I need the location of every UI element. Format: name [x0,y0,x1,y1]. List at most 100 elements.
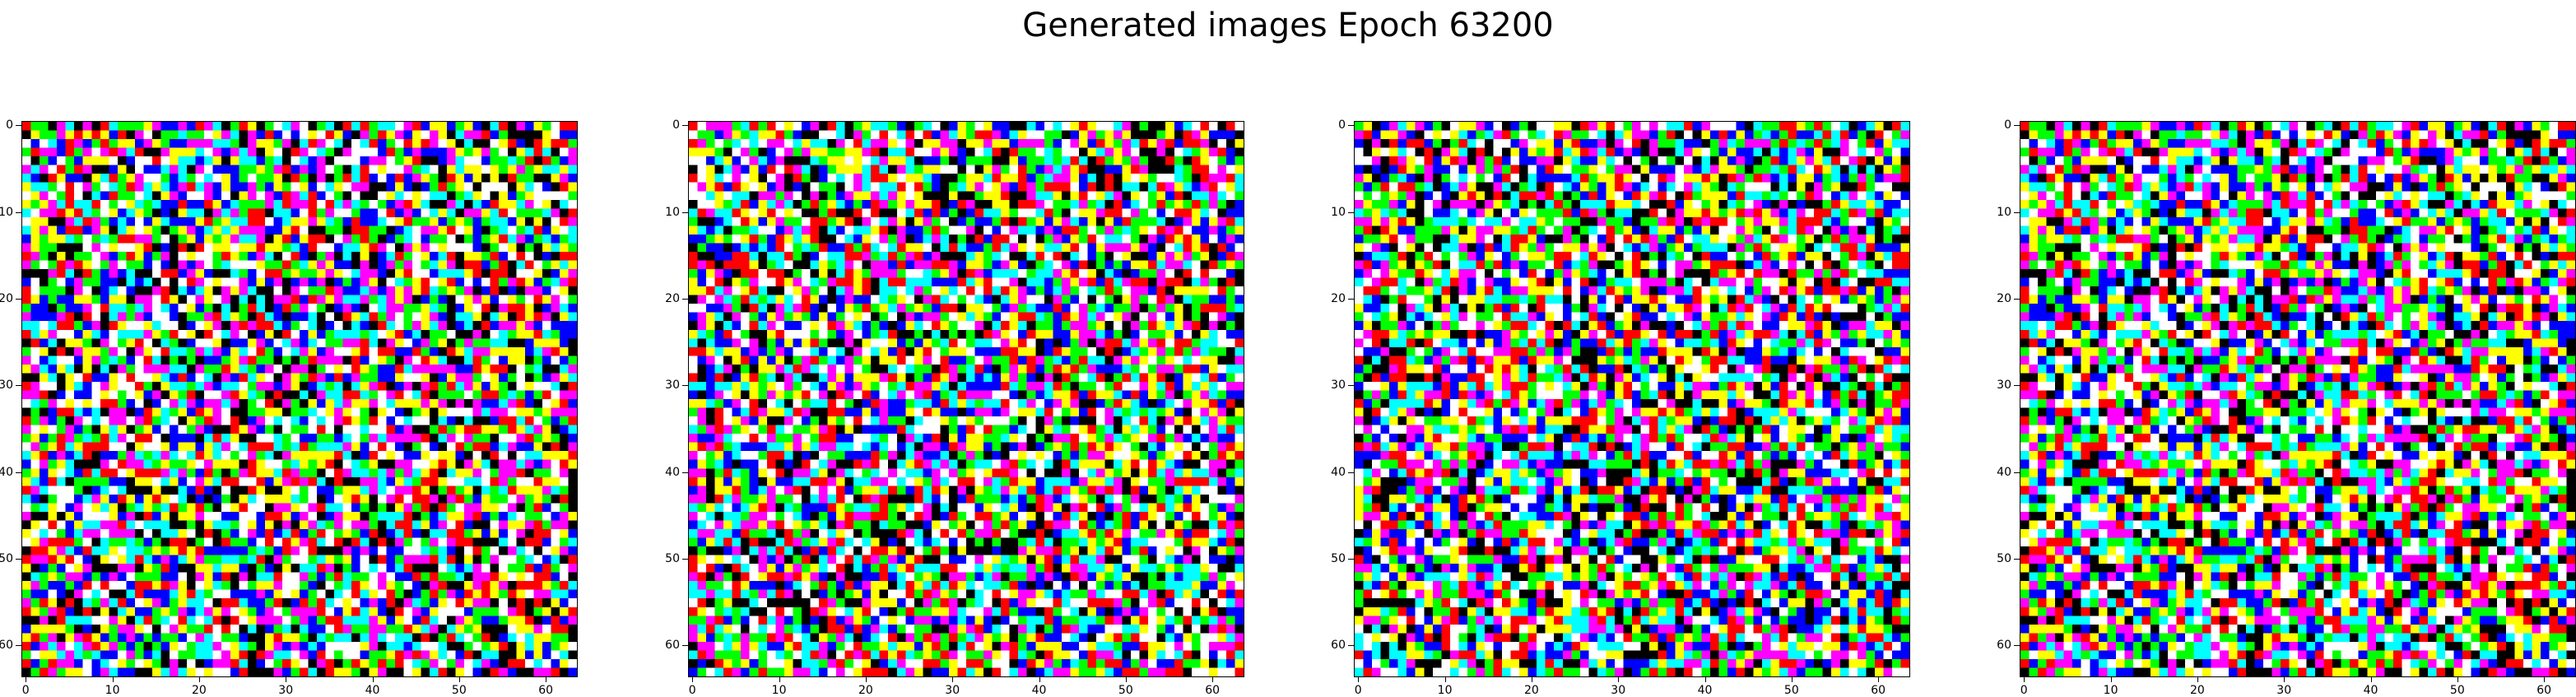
x-tick-mark [112,676,114,682]
x-tick-label: 0 [1354,684,1362,697]
y-tick-mark [1348,125,1354,127]
x-tick-label: 40 [1031,684,1047,697]
x-tick-label: 10 [2103,684,2118,697]
x-tick-mark [2370,676,2372,682]
y-tick-label: 0 [672,118,680,132]
noise-pixels [1355,122,1909,676]
y-tick-label: 20 [0,291,13,305]
noise-pixels [22,122,577,676]
x-tick-mark [1039,676,1040,682]
x-tick-mark [1125,676,1128,682]
x-tick-label: 50 [1783,684,1799,697]
x-tick-label: 60 [1205,684,1221,697]
y-tick-label: 30 [1997,379,2011,393]
x-tick-mark [2457,676,2459,682]
y-tick-mark [1348,558,1354,560]
noise-pixels [689,122,1244,676]
y-tick-mark [2014,211,2020,213]
x-tick-label: 40 [1697,684,1713,697]
y-tick-mark [682,298,688,300]
y-tick-mark [682,385,688,387]
y-tick-mark [16,472,21,473]
x-tick-label: 50 [1118,684,1133,697]
x-tick-label: 50 [451,684,467,697]
x-tick-mark [1444,676,1446,682]
y-tick-mark [682,211,688,213]
y-tick-label: 60 [1331,639,1346,653]
x-tick-label: 60 [538,684,554,697]
x-tick-label: 30 [945,684,960,697]
generated-image [2020,121,2576,677]
generated-image [21,121,578,677]
y-tick-label: 20 [1997,291,2011,305]
y-tick-label: 60 [0,639,13,653]
x-tick-mark [1791,676,1793,682]
y-tick-mark [1348,298,1354,300]
x-tick-mark [1878,676,1880,682]
y-tick-mark [2014,558,2020,560]
x-tick-mark [2197,676,2199,682]
y-tick-label: 60 [665,639,680,653]
y-tick-label: 60 [1997,639,2011,653]
x-tick-label: 0 [2020,684,2028,697]
x-tick-label: 40 [365,684,380,697]
y-tick-label: 30 [1331,379,1346,393]
y-tick-label: 10 [665,205,680,219]
x-tick-mark [372,676,374,682]
y-tick-label: 10 [1331,205,1346,219]
x-tick-label: 30 [2276,684,2292,697]
y-tick-mark [16,211,21,213]
y-tick-label: 0 [6,118,13,132]
x-tick-label: 0 [688,684,696,697]
y-tick-mark [2014,385,2020,387]
y-tick-mark [682,472,688,473]
x-tick-mark [458,676,461,682]
noise-pixels [2020,122,2575,676]
x-tick-mark [2110,676,2112,682]
y-tick-mark [16,125,21,127]
y-tick-label: 30 [0,379,13,393]
x-tick-label: 10 [1437,684,1453,697]
x-tick-label: 20 [1523,684,1539,697]
x-tick-mark [1618,676,1620,682]
x-tick-label: 0 [21,684,30,697]
y-tick-label: 50 [1997,551,2011,565]
y-tick-mark [2014,298,2020,300]
y-tick-label: 50 [1331,551,1346,565]
y-tick-mark [16,558,21,560]
generated-image [1354,121,1910,677]
y-tick-mark [2014,645,2020,647]
y-tick-mark [682,125,688,127]
x-tick-label: 50 [2449,684,2465,697]
x-tick-label: 30 [1611,684,1626,697]
x-tick-label: 10 [105,684,120,697]
x-tick-mark [2544,676,2546,682]
y-tick-mark [1348,385,1354,387]
x-tick-label: 60 [1871,684,1886,697]
y-tick-mark [16,645,21,647]
x-tick-label: 20 [191,684,207,697]
y-tick-label: 0 [1338,118,1346,132]
x-tick-label: 20 [2189,684,2205,697]
y-tick-label: 50 [665,551,680,565]
x-tick-mark [1704,676,1706,682]
y-tick-label: 40 [0,465,13,479]
y-tick-mark [682,558,688,560]
y-tick-label: 40 [665,465,680,479]
y-tick-label: 50 [0,551,13,565]
y-tick-mark [1348,472,1354,473]
x-tick-mark [2024,676,2025,682]
y-tick-label: 10 [1997,205,2011,219]
y-tick-label: 10 [0,205,13,219]
x-tick-mark [865,676,867,682]
x-tick-label: 10 [771,684,787,697]
y-tick-label: 30 [665,379,680,393]
y-tick-mark [2014,125,2020,127]
x-tick-mark [779,676,780,682]
x-tick-mark [1212,676,1214,682]
figure-title: Generated images Epoch 63200 [1022,7,1554,44]
x-tick-mark [1358,676,1360,682]
y-tick-mark [682,645,688,647]
x-tick-mark [198,676,201,682]
y-tick-label: 0 [2004,118,2011,132]
